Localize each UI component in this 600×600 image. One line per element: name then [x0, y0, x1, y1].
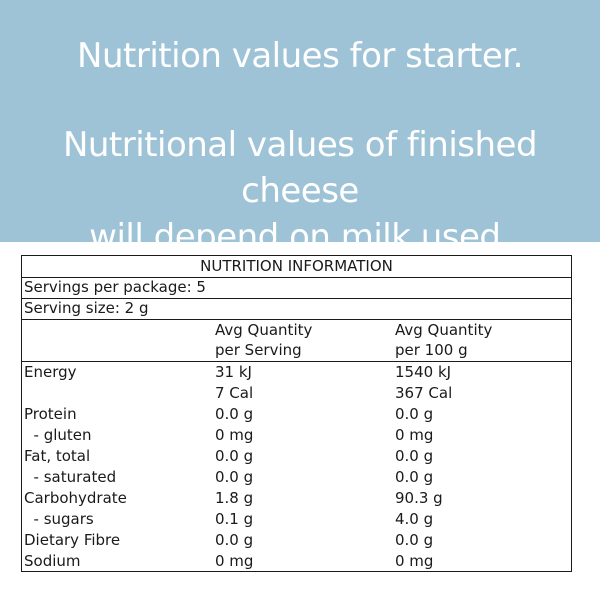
nutrient-label: Sodium [24, 552, 81, 570]
servings-per-package: Servings per package: 5 [24, 278, 206, 296]
nutrient-label: Carbohydrate [24, 489, 127, 507]
per-serving-value: 0.0 g [215, 447, 254, 465]
table-row: Protein 0.0 g 0.0 g [22, 404, 571, 425]
per-serving-value: 0.1 g [215, 510, 254, 528]
table-row: 7 Cal 367 Cal [22, 383, 571, 404]
per-serving-value: 0.0 g [215, 531, 254, 549]
per-serving-value: 31 kJ [215, 363, 252, 381]
nutrition-panel: NUTRITION INFORMATION Servings per packa… [21, 255, 572, 572]
per-100g-value: 90.3 g [395, 489, 443, 507]
per-100g-value: 0 mg [395, 426, 434, 444]
per-100g-value: 0 mg [395, 552, 434, 570]
header-row-a: Avg Quantity Avg Quantity [22, 320, 571, 341]
nutrient-label: Fat, total [24, 447, 91, 465]
nutrient-label: - gluten [24, 426, 92, 444]
per-serving-value: 7 Cal [215, 384, 254, 402]
header-banner: Nutrition values for starter. Nutritiona… [0, 0, 600, 257]
table-row: - gluten 0 mg 0 mg [22, 425, 571, 446]
table-row: - saturated 0.0 g 0.0 g [22, 467, 571, 488]
table-row: Fat, total 0.0 g 0.0 g [22, 446, 571, 467]
serving-size-row: Serving size: 2 g [22, 298, 571, 319]
per-serving-value: 0 mg [215, 552, 254, 570]
per-100g-value: 0.0 g [395, 468, 434, 486]
per-100g-value: 367 Cal [395, 384, 453, 402]
nutrient-label: Dietary Fibre [24, 531, 121, 549]
nutrient-label: Energy [24, 363, 77, 381]
per-serving-value: 0.0 g [215, 405, 254, 423]
serving-size: Serving size: 2 g [24, 299, 149, 317]
per-serving-value: 1.8 g [215, 489, 254, 507]
banner-line-cheese-note-b: will depend on milk used. [89, 217, 511, 257]
per-100g-value: 0.0 g [395, 447, 434, 465]
per-100g-value: 1540 kJ [395, 363, 452, 381]
per-100g-value: 4.0 g [395, 510, 434, 528]
panel-title-row: NUTRITION INFORMATION [22, 256, 571, 277]
banner-line-starter: Nutrition values for starter. [77, 36, 523, 76]
divider [22, 361, 571, 362]
divider [22, 319, 571, 320]
divider [22, 298, 571, 299]
table-row: Dietary Fibre 0.0 g 0.0 g [22, 530, 571, 551]
nutrient-label: Protein [24, 405, 77, 423]
table-row: Sodium 0 mg 0 mg [22, 551, 571, 572]
divider [22, 277, 571, 278]
col-100g-header-b: per 100 g [395, 341, 468, 359]
table-row: Carbohydrate 1.8 g 90.3 g [22, 488, 571, 509]
col-100g-header-a: Avg Quantity [395, 321, 493, 339]
per-100g-value: 0.0 g [395, 405, 434, 423]
nutrient-label: - saturated [24, 468, 117, 486]
col-serving-header-b: per Serving [215, 341, 302, 359]
panel-title: NUTRITION INFORMATION [200, 257, 393, 275]
per-100g-value: 0.0 g [395, 531, 434, 549]
per-serving-value: 0 mg [215, 426, 254, 444]
banner-line-cheese-note: Nutritional values of finished cheese wi… [0, 122, 600, 260]
banner-line-cheese-note-a: Nutritional values of finished cheese [62, 125, 538, 211]
nutrient-label: - sugars [24, 510, 94, 528]
table-row: - sugars 0.1 g 4.0 g [22, 509, 571, 530]
col-serving-header-a: Avg Quantity [215, 321, 313, 339]
servings-row: Servings per package: 5 [22, 277, 571, 298]
table-row: Energy 31 kJ 1540 kJ [22, 362, 571, 383]
header-row-b: per Serving per 100 g [22, 340, 571, 361]
per-serving-value: 0.0 g [215, 468, 254, 486]
